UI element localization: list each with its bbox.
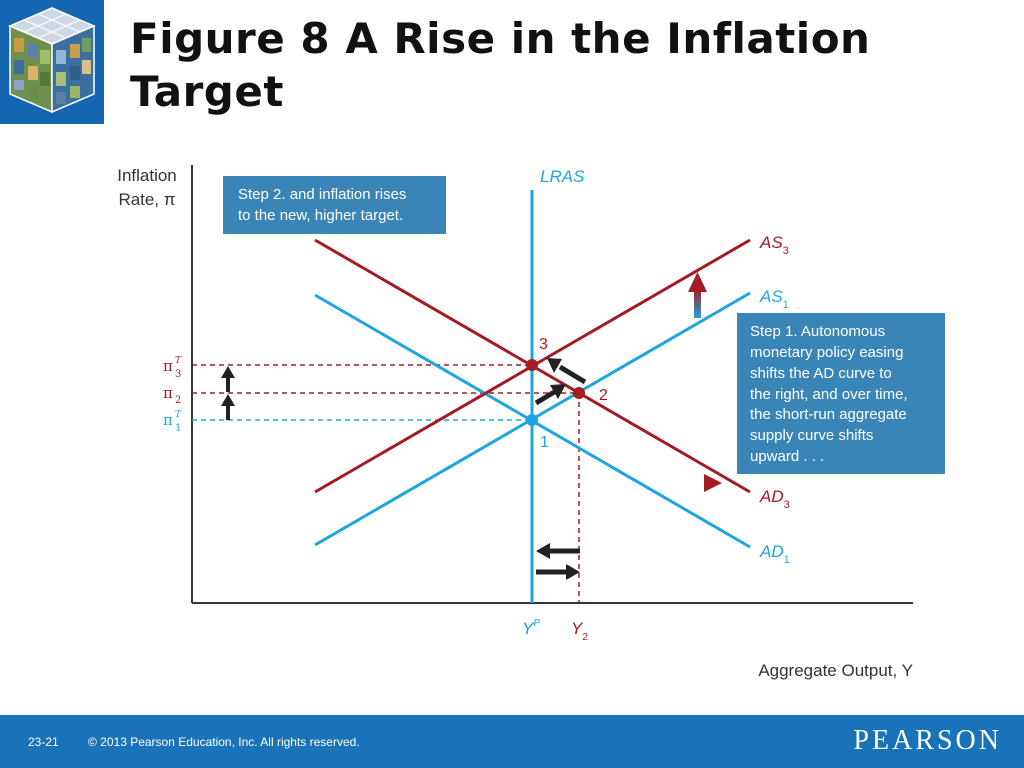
- page-number: 23-21: [28, 735, 59, 749]
- point-1-marker: [526, 414, 538, 426]
- point-3-marker: [526, 359, 538, 371]
- slide-title: Figure 8 A Rise in the Inflation Target: [130, 14, 871, 116]
- x-axis-label: Aggregate Output, Y: [758, 661, 913, 680]
- step2-line-1: Step 2. and inflation rises: [238, 186, 406, 203]
- step2-line-2: to the new, higher target.: [238, 207, 403, 224]
- y-axis-label-line2: Rate, π: [118, 190, 175, 209]
- yp-tick-label: YP: [522, 618, 540, 638]
- step1-line-1: Step 1. Autonomous: [750, 323, 885, 340]
- step1-line-5: the short-run aggregate: [750, 406, 907, 423]
- ad-shift-right-arrow-icon: [658, 474, 722, 492]
- step1-line-4: the right, and over time,: [750, 386, 908, 403]
- step2-box: [223, 176, 446, 234]
- as1-label: AS1: [759, 287, 789, 311]
- arrow-1-to-2-icon: [534, 384, 566, 406]
- pi-up-arrow-lower-icon: [221, 394, 235, 420]
- output-left-arrow-icon: [536, 543, 580, 559]
- as3-label: AS3: [759, 233, 789, 257]
- rubiks-cube-logo-icon: [0, 0, 104, 124]
- ad3-label: AD3: [759, 487, 790, 511]
- point-2-marker: [573, 387, 585, 399]
- point-2-label: 2: [599, 387, 608, 404]
- as-shift-up-arrow-icon: [688, 272, 707, 318]
- pearson-logo: PEARSON: [853, 725, 1002, 756]
- slide-footer: 23-21 © 2013 Pearson Education, Inc. All…: [0, 715, 1024, 768]
- step1-box: [737, 313, 945, 474]
- point-3-label: 3: [539, 336, 548, 353]
- step1-line-7: upward . . .: [750, 448, 824, 465]
- y-axis-label-line1: Inflation: [117, 166, 177, 185]
- output-right-arrow-icon: [536, 564, 580, 580]
- step1-line-6: supply curve shifts: [750, 427, 873, 444]
- arrow-2-to-3-icon: [547, 358, 587, 385]
- copyright-notice: © 2013 Pearson Education, Inc. All right…: [88, 735, 360, 749]
- ad1-label: AD1: [759, 542, 790, 566]
- step1-line-2: monetary policy easing: [750, 344, 903, 361]
- y2-tick-label: Y2: [571, 619, 588, 643]
- step1-line-3: shifts the AD curve to: [750, 365, 892, 382]
- inflation-target-diagram: Inflation Rate, π Aggregate Output, Y LR…: [117, 165, 945, 680]
- point-1-label: 1: [540, 434, 549, 451]
- lras-label: LRAS: [540, 167, 585, 186]
- pi-up-arrow-upper-icon: [221, 366, 235, 392]
